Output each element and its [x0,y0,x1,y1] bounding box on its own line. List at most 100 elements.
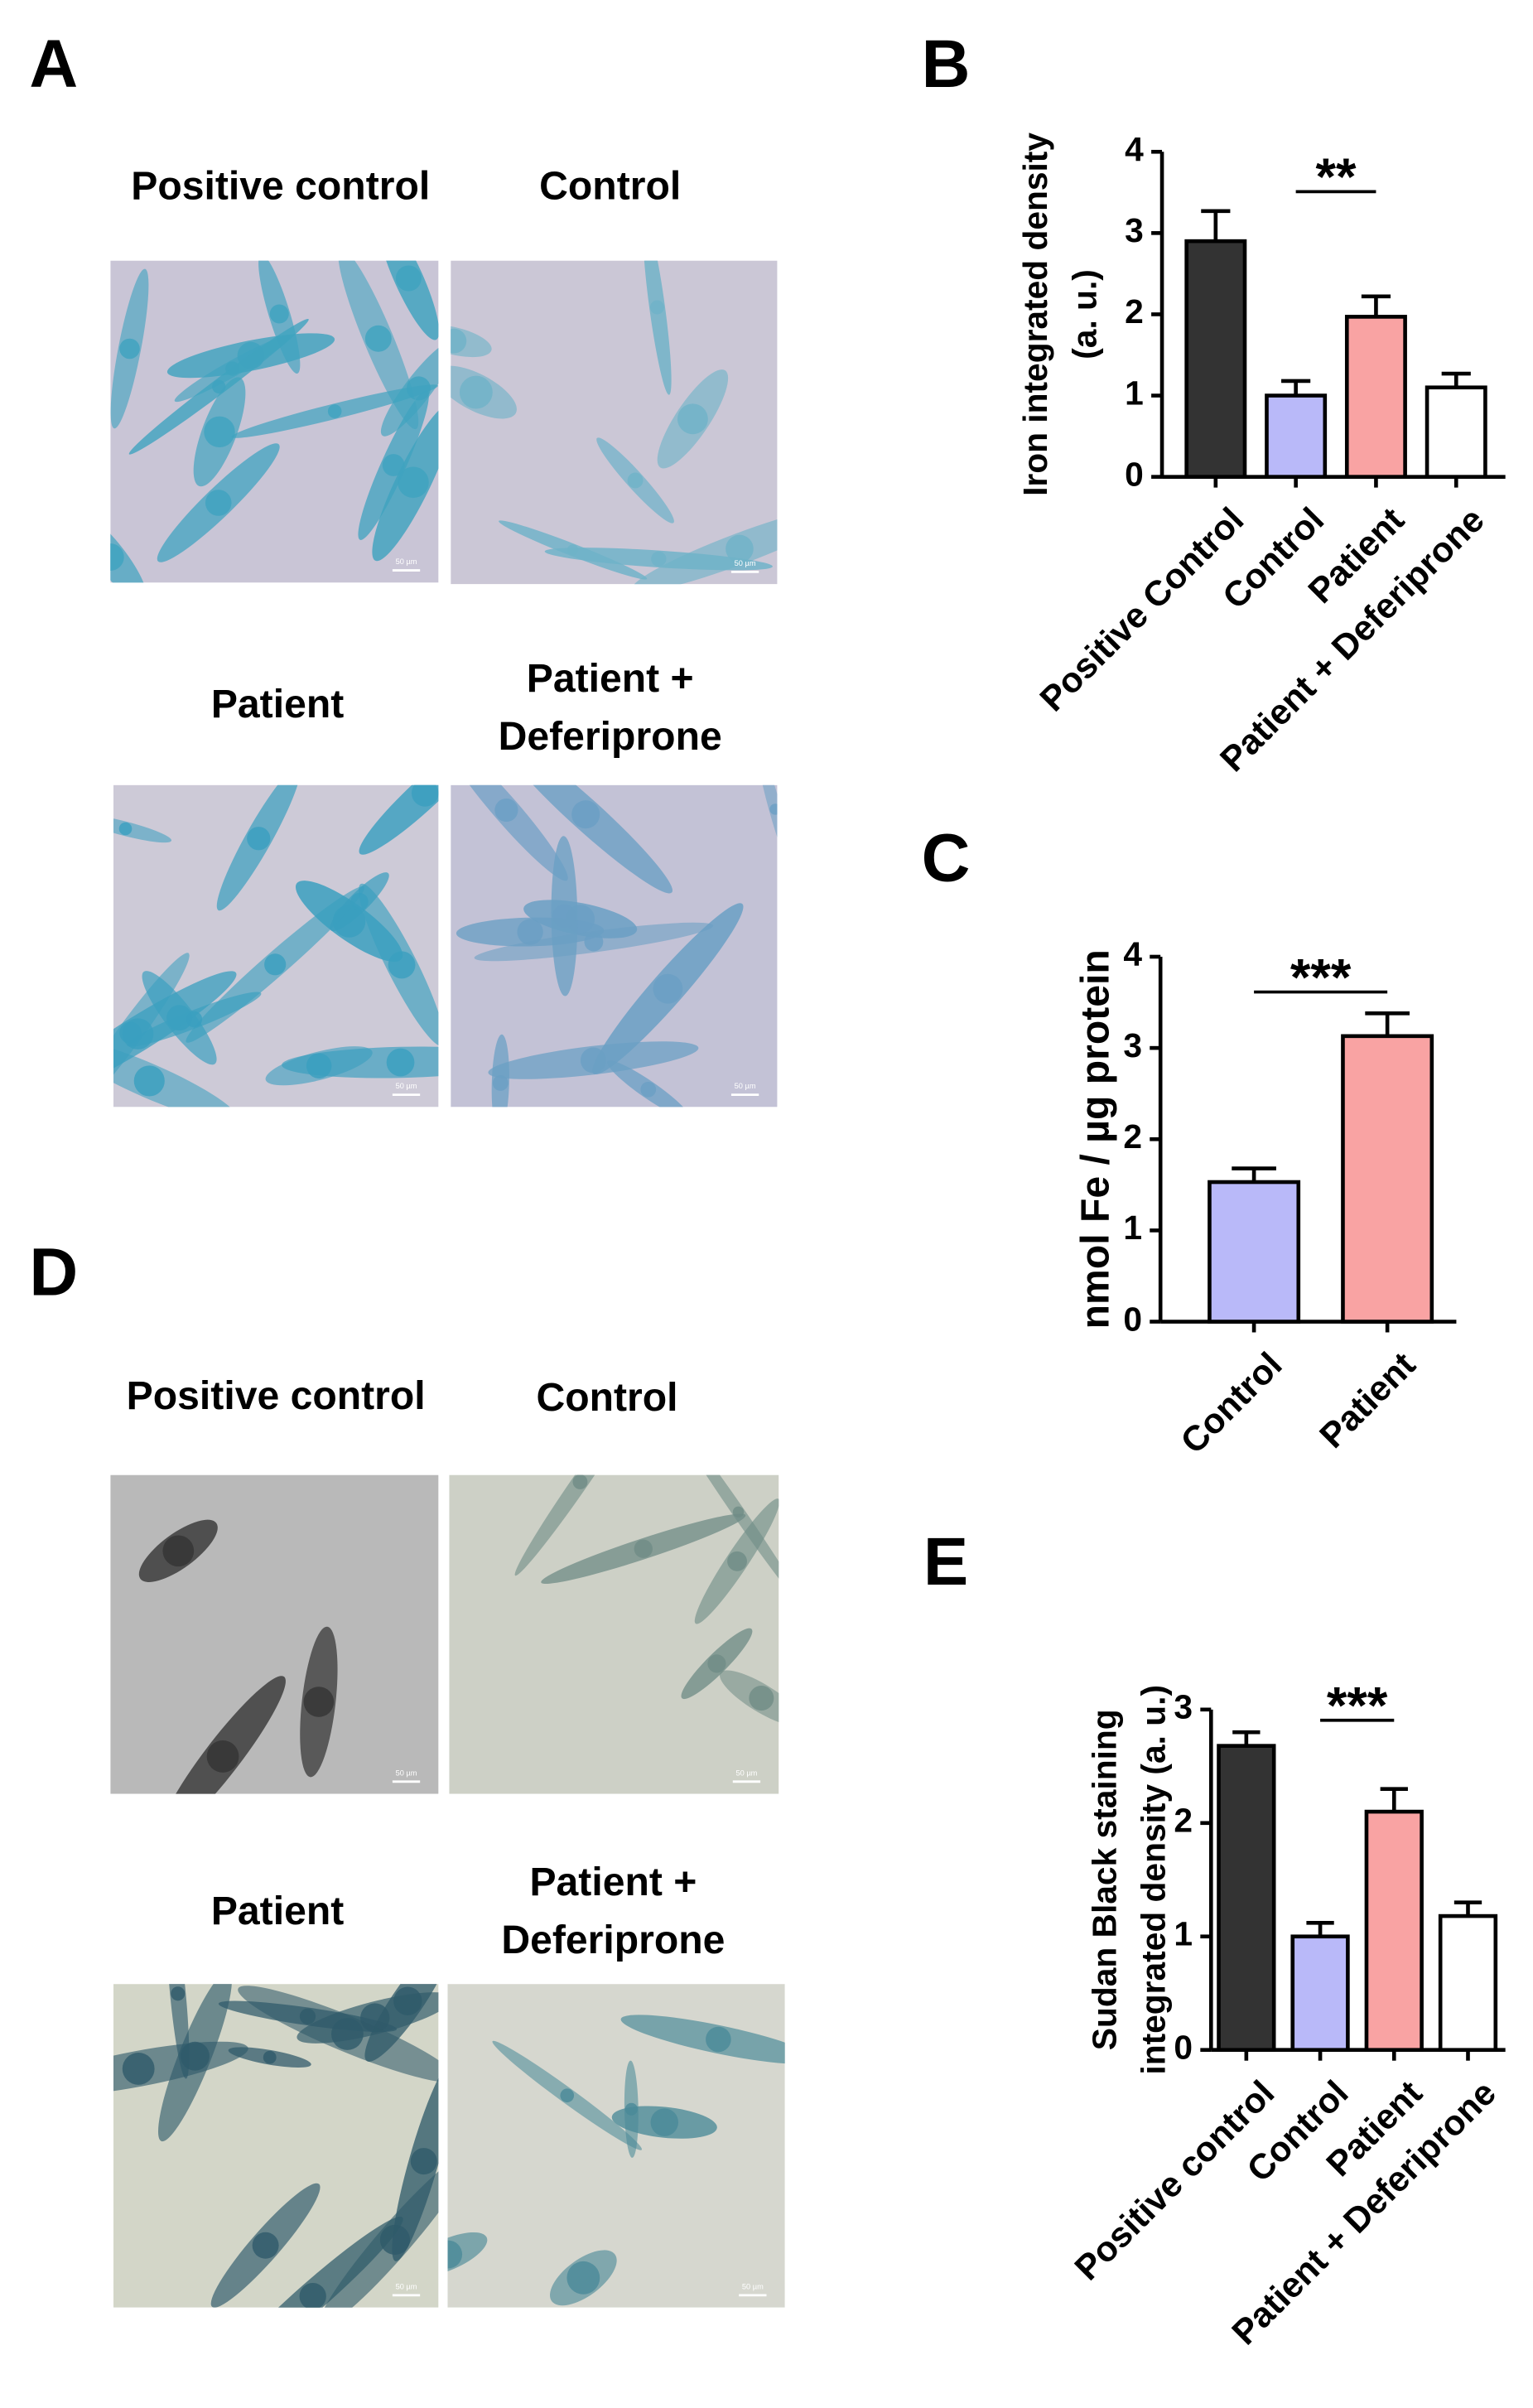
nucleus [517,919,543,945]
scale-bar-label: 50 µm [742,2282,764,2290]
nucleus [584,932,604,952]
nucleus [571,800,600,829]
nucleus [451,328,467,354]
micrograph: 50 µm [110,1474,439,1794]
bar [1184,239,1247,479]
nucleus [627,472,644,489]
bar [1265,393,1328,479]
image-caption-box: Positive control [131,162,430,209]
y-tick-label: 2 [1123,1117,1142,1156]
nucleus [206,1740,239,1773]
nucleus [133,1065,165,1097]
nucleus [212,379,226,393]
nucleus [707,1654,726,1673]
nucleus [398,466,429,499]
nucleus [459,375,493,409]
image-caption-box: Patient [211,1888,344,1934]
nucleus [572,1474,588,1489]
nucleus [706,2026,731,2053]
scale-bar-label: 50 µm [735,1082,756,1090]
image-caption: Control [536,1373,678,1421]
image-caption-box: Patient [210,681,345,727]
panel-label: A [29,27,78,102]
image-caption-box: Patient + Deferiprone [498,654,722,760]
nucleus [331,2018,364,2050]
nucleus [122,2053,155,2085]
bar [1217,1744,1276,2053]
micrograph-background [110,1474,439,1794]
nucleus [171,1986,186,2001]
image-caption: Patient + Deferiprone [501,1858,726,1963]
nucleus [386,1048,415,1077]
error-bar [1232,1730,1261,1746]
nucleus [364,325,392,352]
nucleus [395,265,422,292]
y-tick-label: 3 [1125,211,1144,249]
nucleus [732,1506,745,1518]
micrograph: 50 µm [449,1474,779,1794]
image-caption: Positive control [126,1372,426,1419]
bar [1364,1809,1424,2053]
y-tick-label: 1 [1123,1209,1142,1247]
bar [1341,1034,1434,1324]
nucleus [650,300,665,315]
significance-label: *** [1290,948,1352,1006]
image-caption: Patient [210,681,345,727]
error-bar [1306,1921,1334,1937]
nucleus [327,404,342,418]
scale-bar-label: 50 µm [396,1769,417,1777]
scale-bar-label: 50 µm [735,1769,757,1777]
nucleus [492,1074,509,1091]
micrograph: 50 µm [113,1984,439,2308]
error-bar [1201,209,1231,242]
nucleus [118,822,133,836]
nucleus [566,2261,600,2295]
nucleus [769,803,778,815]
nucleus [560,2088,575,2103]
image-caption-box: Positive control [126,1372,426,1419]
bar [1438,1913,1498,2053]
y-tick-label: 0 [1125,455,1144,493]
nucleus [749,1686,774,1711]
error-bar [1380,1787,1408,1812]
nucleus [406,376,431,401]
scale-bar-label: 50 µm [735,559,756,567]
image-caption-box: Control [536,1373,678,1421]
y-axis-label-box: Iron integrated density (a. u.) [1016,132,1104,496]
image-caption: Patient + Deferiprone [498,654,722,760]
y-tick-label: 2 [1125,292,1144,331]
y-tick-label: 1 [1174,1915,1193,1953]
nucleus [299,2282,326,2308]
nucleus [727,1551,747,1571]
micrograph: 50 µm [451,260,778,585]
y-tick-label: 3 [1174,1688,1193,1726]
image-caption-box: Patient + Deferiprone [501,1858,726,1963]
nucleus [252,2232,279,2259]
x-tick-label: Positive Control [1032,500,1251,720]
micrograph: 50 µm [451,784,778,1107]
nucleus [640,1081,657,1098]
error-bar [1281,379,1311,396]
significance-label: ** [1316,148,1357,206]
error-bar [1365,1011,1410,1036]
nucleus [306,1053,332,1079]
micrograph: 50 µm [110,260,439,583]
nucleus [411,784,439,807]
y-tick-label: 4 [1125,130,1144,168]
y-axis-label-box: Sudan Black staining integrated density … [1085,1684,1174,2075]
nucleus [494,798,518,823]
bar [1425,385,1487,479]
nucleus [205,490,232,516]
nucleus [382,454,405,476]
nucleus [410,2148,437,2175]
y-axis-label: Iron integrated density (a. u.) [1016,132,1104,496]
y-axis-label: Sudan Black staining integrated density … [1085,1684,1174,2075]
nucleus [634,1539,653,1558]
image-caption: Control [539,162,682,210]
y-tick-label: 1 [1125,374,1144,412]
nucleus [726,534,754,563]
y-axis-label-box: nmol Fe / µg protein [1072,949,1118,1329]
nucleus [650,2108,679,2136]
scale-bar-label: 50 µm [396,2282,417,2290]
